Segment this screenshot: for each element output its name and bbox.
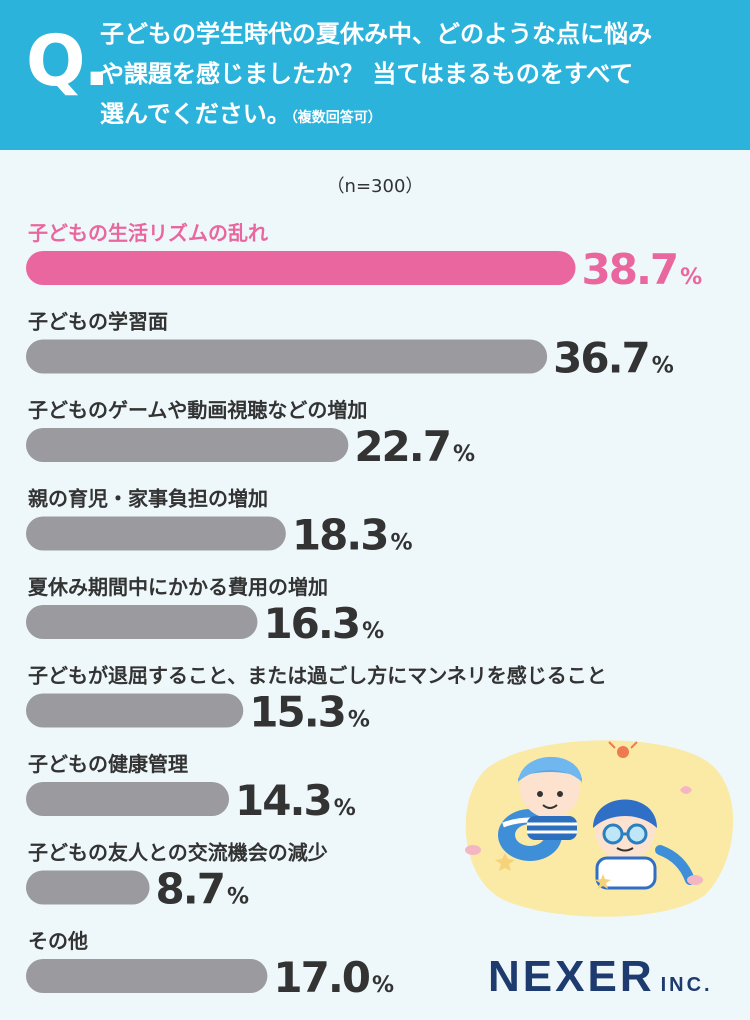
percent-sign: %: [652, 354, 674, 379]
question-line-3-text: 選んでください。: [100, 100, 291, 128]
percent-sign: %: [362, 619, 384, 644]
bar: [26, 870, 150, 905]
category-label: その他: [28, 929, 88, 953]
question-note: （複数回答可）: [290, 110, 382, 126]
data-label: 18.3%: [292, 511, 413, 560]
category-label: 親の育児・家事負担の増加: [28, 487, 268, 511]
logo-main: NEXER: [488, 952, 655, 1001]
category-label: 夏休み期間中にかかる費用の増加: [28, 575, 328, 599]
percent-sign: %: [680, 265, 702, 290]
nexer-logo: NEXER INC.: [488, 952, 713, 1002]
percent-sign: %: [334, 796, 356, 821]
question-text: 子どもの学生時代の夏休み中、どのような点に悩み や課題を感じましたか？ 当てはま…: [100, 14, 730, 138]
data-label: 14.3%: [235, 776, 356, 825]
children-swimming-illustration-icon: [455, 730, 745, 924]
percent-sign: %: [348, 708, 370, 733]
bar: [26, 339, 548, 374]
bar: [26, 782, 230, 816]
data-label: 38.7%: [582, 245, 703, 294]
data-label: 15.3%: [249, 688, 370, 737]
data-label: 8.7%: [156, 865, 249, 914]
data-label: 22.7%: [354, 422, 475, 471]
bar: [26, 959, 268, 993]
logo-sub: INC.: [660, 974, 713, 996]
category-label: 子どもの友人との交流機会の減少: [28, 841, 328, 865]
data-label: 16.3%: [263, 599, 384, 648]
q-mark: Q.: [26, 20, 110, 102]
category-label: 子どもが退屈すること、または過ごし方にマンネリを感じること: [28, 664, 607, 688]
question-line-2: や課題を感じましたか？ 当てはまるものをすべて: [100, 60, 634, 88]
percent-sign: %: [372, 973, 394, 998]
category-label: 子どもの生活リズムの乱れ: [28, 221, 268, 245]
bar: [26, 605, 258, 639]
bar: [26, 428, 349, 462]
data-label: 17.0%: [273, 953, 394, 1002]
category-label: 子どもの学習面: [28, 310, 168, 334]
question-header: Q. 子どもの学生時代の夏休み中、どのような点に悩み や課題を感じましたか？ 当…: [0, 0, 750, 150]
question-line-3: 選んでください。（複数回答可）: [100, 94, 730, 138]
data-label: 36.7%: [553, 334, 674, 383]
percent-sign: %: [227, 885, 249, 910]
category-label: 子どもの健康管理: [28, 752, 188, 776]
percent-sign: %: [453, 442, 475, 467]
category-label: 子どものゲームや動画視聴などの増加: [28, 398, 367, 422]
bar: [26, 251, 576, 285]
bar: [26, 516, 286, 551]
bar: [26, 693, 244, 728]
percent-sign: %: [391, 531, 413, 556]
question-line-1: 子どもの学生時代の夏休み中、どのような点に悩み: [100, 20, 652, 48]
sample-size: （n=300）: [326, 176, 424, 197]
